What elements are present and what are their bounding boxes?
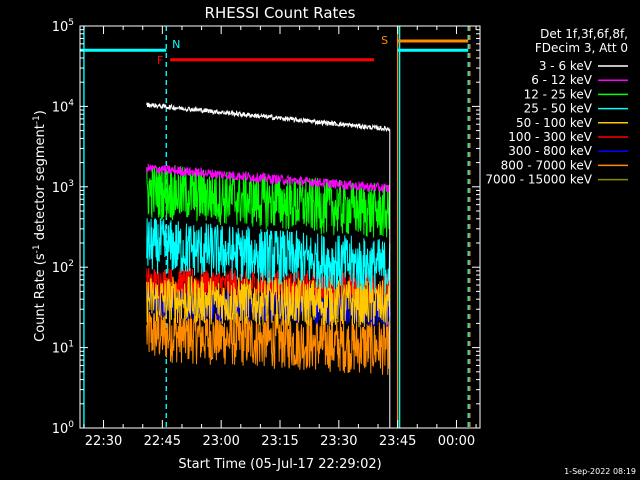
x-tick-label: 23:45 <box>379 434 416 449</box>
series-line <box>146 165 391 238</box>
y-tick-label: 105 <box>52 18 74 35</box>
x-tick-label: 22:30 <box>85 434 122 449</box>
y-tick-label: 101 <box>52 340 74 357</box>
x-axis-label: Start Time (05-Jul-17 22:29:02) <box>178 457 381 472</box>
legend-entry-label: 300 - 800 keV <box>508 144 592 158</box>
footer-timestamp: 1-Sep-2022 08:19 <box>564 467 636 476</box>
y-axis-label: Count Rate (s-1 detector segment-1) <box>32 110 48 342</box>
legend-entry-label: 12 - 25 keV <box>524 87 593 101</box>
x-tick-label: 22:45 <box>144 434 181 449</box>
chart-title: RHESSI Count Rates <box>205 4 356 22</box>
x-tick-label: 00:00 <box>438 434 475 449</box>
y-tick-label: 102 <box>52 259 74 276</box>
legend-entry-label: 100 - 300 keV <box>508 130 592 144</box>
flag-label: N <box>172 38 180 51</box>
flag-label: F <box>157 54 163 67</box>
y-tick-label: 104 <box>52 98 75 115</box>
legend: Det 1f,3f,6f,8f, FDecim 3, Att 0 3 - 6 k… <box>485 27 628 187</box>
y-tick-label: 100 <box>52 420 75 437</box>
x-tick-label: 23:30 <box>320 434 357 449</box>
legend-entry-label: 7000 - 15000 keV <box>485 173 592 187</box>
legend-header-line-2: FDecim 3, Att 0 <box>535 41 628 55</box>
series-line <box>146 218 391 295</box>
x-tick-label: 23:00 <box>202 434 239 449</box>
series-line <box>146 276 391 328</box>
plot-area: NF S <box>80 26 471 428</box>
axes: 22:30 22:45 23:00 23:15 23:30 23:45 00:00 100 10… <box>52 18 481 449</box>
legend-entry-label: 25 - 50 keV <box>524 102 593 116</box>
legend-entry-label: 3 - 6 keV <box>539 59 593 73</box>
plot-frame <box>79 25 481 429</box>
flag-label: S <box>381 34 388 47</box>
y-tick-label: 103 <box>52 179 74 196</box>
x-tick-label: 23:15 <box>261 434 298 449</box>
series-line <box>146 163 391 194</box>
legend-header-line-1: Det 1f,3f,6f,8f, <box>540 27 628 41</box>
legend-entry-label: 6 - 12 keV <box>531 73 593 87</box>
legend-entry-label: 50 - 100 keV <box>516 116 593 130</box>
series-line <box>146 102 391 133</box>
legend-entry-label: 800 - 7000 keV <box>501 158 593 172</box>
